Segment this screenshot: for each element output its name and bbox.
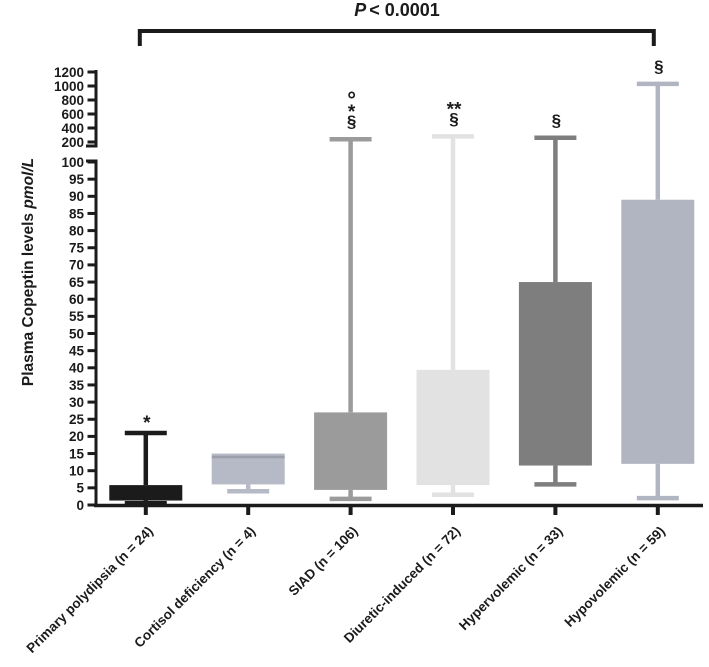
y-tick-label: 35 [69, 378, 85, 393]
y-tick-label: 65 [69, 275, 85, 290]
significance-symbol: * [348, 102, 356, 123]
y-tick-label: 15 [69, 446, 85, 461]
y-tick-label: 0 [76, 498, 84, 513]
significance-symbol: * [143, 413, 151, 434]
y-tick-label: 70 [69, 258, 84, 273]
y-axis-title: Plasma Copeptin levels pmol/L [20, 158, 37, 386]
y-tick-label: 75 [69, 241, 85, 256]
box [621, 199, 695, 464]
p-value-italic: P [354, 0, 367, 20]
y-tick-label: 55 [69, 309, 85, 324]
x-tick-label: Hypervolemic (n = 33) [456, 524, 566, 634]
box-group: §** [416, 99, 490, 497]
significance-symbol: § [347, 112, 356, 131]
y-tick-label: 80 [69, 223, 84, 238]
p-value-label: P < 0.0001 [354, 0, 440, 21]
box [314, 412, 388, 490]
y-tick-label: 30 [69, 395, 84, 410]
x-tick-label: Hypovolemic (n = 59) [562, 524, 668, 630]
significance-symbol: § [552, 111, 561, 130]
box [211, 453, 285, 485]
x-tick-label: Diuretic-induced (n = 72) [341, 524, 463, 646]
significance-symbol: § [654, 57, 663, 76]
y-tick-label: 400 [61, 121, 84, 136]
x-tick-label: SIAD (n = 106) [286, 524, 361, 599]
y-tick-label: 200 [61, 135, 84, 150]
box [109, 485, 183, 501]
significance-bracket [137, 29, 656, 46]
y-tick-label: 20 [69, 429, 84, 444]
box-group: * [109, 413, 183, 506]
box [416, 369, 490, 486]
y-tick-label: 800 [61, 93, 84, 108]
box-group: § [621, 57, 695, 501]
y-tick-label: 40 [69, 361, 84, 376]
significance-symbol: § [449, 109, 458, 128]
y-tick-label: 1200 [54, 65, 84, 80]
y-tick-label: 600 [61, 107, 84, 122]
y-tick-label: 1000 [54, 79, 84, 94]
box-group [211, 453, 285, 494]
y-tick-label: 10 [69, 464, 84, 479]
box [518, 282, 592, 466]
significance-symbol: ** [447, 99, 462, 120]
y-tick-label: 95 [69, 172, 85, 187]
y-tick-label: 90 [69, 189, 84, 204]
y-tick-label: 50 [69, 326, 84, 341]
p-value-rest: < 0.0001 [369, 0, 440, 20]
x-tick-label: Cortisol deficiency (n = 4) [131, 524, 258, 651]
y-tick-label: 60 [69, 292, 84, 307]
box-group: § [518, 111, 592, 487]
box-group: §*° [314, 87, 388, 502]
significance-symbol: ° [347, 87, 356, 112]
y-tick-label: 5 [76, 481, 84, 496]
y-tick-label: 100 [61, 155, 84, 170]
y-tick-label: 85 [69, 206, 85, 221]
y-tick-label: 25 [69, 412, 85, 427]
y-tick-label: 45 [69, 343, 85, 358]
